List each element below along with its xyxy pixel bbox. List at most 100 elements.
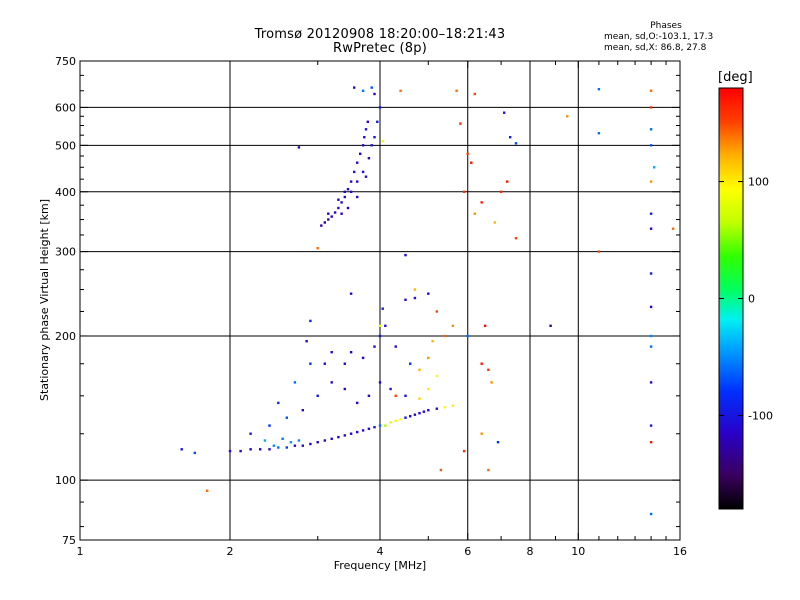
y-tick-label: 300 — [55, 246, 76, 259]
grid-lines — [80, 61, 680, 540]
data-point — [364, 175, 368, 178]
data-point — [353, 170, 356, 174]
data-point — [597, 88, 601, 91]
data-point — [378, 324, 382, 327]
data-point — [293, 381, 297, 384]
data-point — [404, 298, 407, 301]
data-point — [361, 89, 365, 92]
x-tick-label: 2 — [227, 545, 234, 558]
data-point — [193, 451, 196, 455]
data-point — [337, 435, 340, 439]
colorbar-unit-label: [deg] — [718, 70, 753, 85]
data-point — [514, 142, 518, 145]
data-point — [327, 212, 330, 215]
data-point — [649, 441, 653, 444]
data-point — [349, 432, 353, 435]
data-point — [418, 412, 421, 415]
colorbar-ticks: 100 0 -100 — [719, 176, 773, 422]
data-point — [427, 292, 430, 295]
data-point — [361, 144, 365, 147]
data-point — [323, 221, 326, 224]
data-point — [496, 441, 500, 444]
x-tick-label: 10 — [571, 545, 585, 558]
data-point — [316, 394, 319, 397]
data-point — [649, 512, 653, 516]
data-point — [370, 144, 373, 147]
data-point — [349, 292, 353, 295]
data-point — [384, 324, 387, 327]
data-point — [340, 212, 343, 215]
data-point — [249, 432, 252, 435]
data-point — [394, 345, 397, 348]
data-point — [346, 206, 350, 210]
data-point — [316, 247, 319, 250]
data-point — [364, 128, 368, 131]
data-point — [384, 424, 387, 427]
data-point — [349, 351, 353, 354]
colorbar-tick-label: -100 — [748, 409, 773, 422]
data-point — [340, 201, 343, 204]
data-point — [249, 448, 252, 451]
data-point — [343, 434, 346, 437]
data-point — [356, 161, 359, 164]
data-point — [363, 136, 366, 139]
data-point — [487, 368, 490, 371]
data-point — [239, 449, 242, 453]
data-point — [427, 356, 430, 360]
chart-title: Tromsø 20120908 18:20:00–18:21:43 — [254, 27, 506, 42]
data-point — [399, 418, 402, 421]
data-point — [649, 212, 653, 215]
data-point — [399, 89, 402, 92]
data-point — [473, 212, 476, 215]
phase-statistics: Phases mean, sd,O:-103.1, 17.3 mean, sd,… — [604, 21, 714, 54]
data-point — [451, 324, 454, 327]
data-point — [297, 146, 301, 149]
chart-subtitle: RwPretec (8p) — [333, 41, 427, 56]
data-point — [503, 111, 506, 114]
data-point — [301, 444, 304, 447]
data-point — [320, 224, 323, 227]
data-point — [343, 362, 346, 365]
x-tick-label: 16 — [673, 545, 687, 558]
data-point — [180, 448, 183, 451]
colorbar-tick-label: 0 — [748, 293, 755, 306]
data-point — [394, 394, 397, 397]
data-point — [597, 250, 601, 253]
data-point — [566, 115, 569, 118]
data-point — [259, 448, 262, 451]
data-point — [493, 221, 496, 224]
data-point — [263, 439, 267, 442]
data-point — [499, 190, 503, 193]
data-point — [337, 206, 340, 210]
data-point — [462, 449, 466, 453]
data-point — [649, 144, 653, 147]
data-point — [309, 319, 312, 323]
data-point — [649, 345, 653, 348]
data-point — [413, 413, 417, 416]
data-point — [649, 334, 653, 338]
data-point — [309, 442, 312, 446]
phase-stats-heading: Phases — [650, 21, 682, 31]
data-point — [487, 468, 490, 472]
data-point — [435, 407, 438, 410]
data-point — [330, 215, 333, 218]
data-point — [470, 161, 473, 164]
y-tick-label: 200 — [55, 330, 76, 343]
phase-stats-o-mode: mean, sd,O:-103.1, 17.3 — [604, 32, 714, 42]
x-axis-label: Frequency [MHz] — [334, 559, 426, 572]
data-point — [228, 449, 232, 453]
data-point — [327, 218, 330, 221]
data-point — [367, 394, 371, 397]
data-point — [297, 439, 301, 442]
x-tick-label: 1 — [77, 545, 84, 558]
data-point — [356, 430, 359, 434]
data-point — [404, 253, 407, 257]
data-point — [330, 381, 333, 384]
data-point — [285, 416, 288, 419]
data-point — [349, 190, 353, 193]
data-point — [404, 394, 407, 397]
data-point — [490, 381, 493, 384]
data-point — [343, 387, 346, 391]
data-point — [549, 324, 552, 327]
